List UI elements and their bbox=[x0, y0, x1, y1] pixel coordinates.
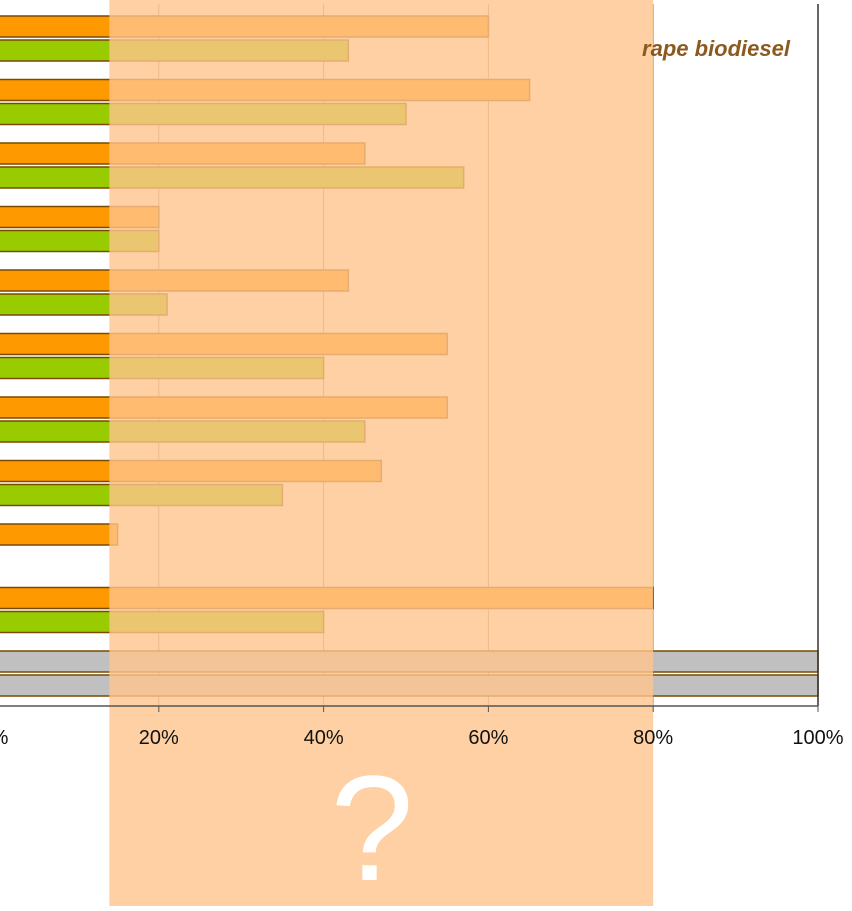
bar bbox=[0, 523, 119, 546]
highlight-band bbox=[109, 0, 654, 906]
x-tick-label: 100% bbox=[792, 727, 843, 749]
rape-biodiesel-annotation: rape biodiesel bbox=[642, 36, 791, 61]
x-tick-label: 20% bbox=[139, 727, 179, 749]
x-tick-label: 60% bbox=[468, 727, 508, 749]
x-tick-label: 40% bbox=[304, 727, 344, 749]
axis-layer: 0% 20% 40% 60% 80% 100% bbox=[0, 4, 844, 749]
x-tick-label: 0% bbox=[0, 727, 9, 749]
x-tick-label: 80% bbox=[633, 727, 673, 749]
highlight-layer bbox=[109, 0, 654, 906]
question-mark: ? bbox=[330, 744, 413, 906]
